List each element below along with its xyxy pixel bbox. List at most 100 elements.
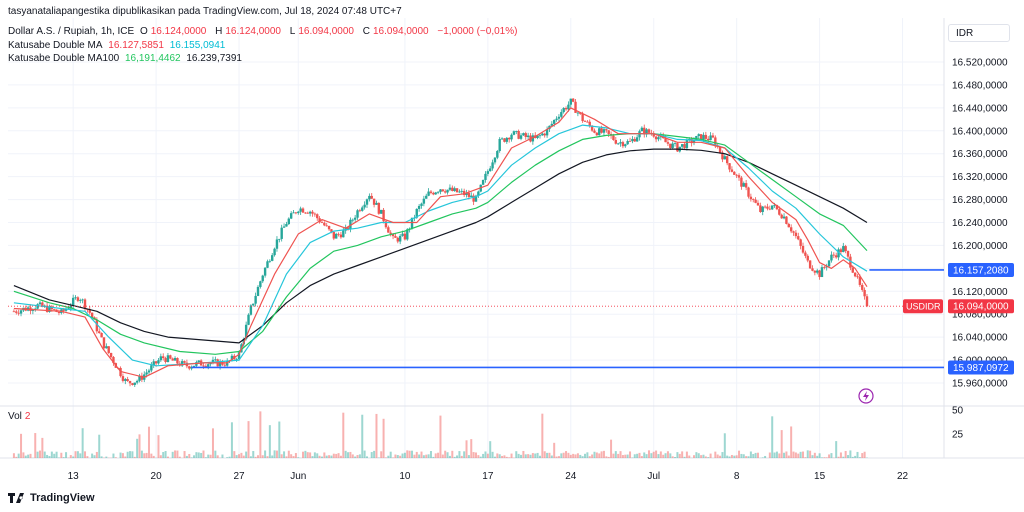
candle-body (306, 212, 309, 214)
candle (109, 352, 113, 359)
candle (275, 236, 279, 252)
candle-body (730, 169, 734, 172)
candle-body (583, 121, 587, 122)
candle-body (349, 219, 352, 230)
indicator-legend-2[interactable]: Katusabe Double MA100 16,191,4462 16.239… (8, 53, 245, 65)
candle (555, 116, 558, 122)
volume-bar (809, 450, 812, 458)
price-tick-label: 16.080,0000 (952, 310, 1008, 321)
volume-bar (847, 455, 850, 458)
volume-bar (95, 451, 98, 458)
volume-bar (121, 453, 124, 458)
volume-bar (84, 451, 87, 458)
candle (318, 216, 321, 224)
candle (863, 287, 866, 300)
publish-info: tasyanataliapangestika dipublikasikan pa… (8, 6, 402, 17)
volume-bar (380, 451, 383, 458)
candle (74, 295, 77, 300)
candle-body (287, 218, 290, 225)
candle (271, 253, 274, 262)
candle (107, 346, 110, 354)
candle (605, 128, 608, 133)
candle-body (235, 359, 238, 360)
volume-bar (230, 422, 233, 458)
candle-body (188, 366, 191, 369)
volume-tick-label: 50 (952, 406, 964, 417)
candle (538, 134, 542, 139)
candle-body (541, 133, 544, 136)
candle-body (207, 364, 210, 367)
price-tick-label: 16.280,0000 (952, 195, 1008, 206)
volume-bar (204, 457, 207, 458)
candle-body (574, 101, 577, 113)
candle (17, 309, 20, 316)
candle-body (62, 309, 65, 311)
volume-bar (735, 455, 738, 458)
time-tick-label: 22 (897, 471, 909, 482)
candle (280, 224, 283, 242)
volume-bar (783, 452, 786, 458)
candle-body (218, 361, 222, 367)
volume-bar (420, 451, 423, 458)
candle (571, 98, 575, 103)
candle-body (98, 331, 101, 333)
candle-body (804, 252, 807, 256)
candle (299, 206, 302, 215)
indicator-legend-1[interactable]: Katusabe Double MA 16.127,5851 16.155,09… (8, 40, 228, 52)
candle (150, 362, 153, 373)
symbol-legend[interactable]: Dollar A.S. / Rupiah, 1h, ICE O 16.124,00… (8, 26, 520, 38)
volume-bar (730, 454, 733, 458)
candle (207, 363, 210, 370)
candle (138, 373, 141, 383)
candle (112, 355, 115, 366)
candle-body (782, 216, 786, 219)
volume-bar (124, 456, 127, 458)
candle-body (545, 129, 549, 136)
candle-body (827, 260, 831, 267)
candle-body (443, 191, 447, 193)
candle-body (81, 299, 84, 301)
volume-bar (247, 421, 250, 458)
candle (188, 365, 191, 371)
candle-body (57, 311, 61, 314)
volume-bar (306, 452, 309, 458)
price-tick-label: 16.040,0000 (952, 333, 1008, 344)
candle-body (332, 231, 336, 239)
candle (361, 205, 364, 212)
candle-body (825, 266, 828, 268)
volume-bar (458, 451, 461, 458)
candle-body (621, 142, 625, 147)
candle (128, 380, 132, 387)
candle-body (356, 210, 359, 218)
candle-body (197, 360, 200, 363)
candle-body (121, 376, 125, 381)
volume-bar (216, 455, 219, 458)
time-tick-label: 24 (565, 471, 577, 482)
volume-bar (309, 452, 312, 458)
candle-body (818, 270, 821, 278)
candle (740, 175, 743, 190)
candle-body (631, 138, 634, 142)
candle-body (422, 198, 426, 204)
volume-bar (588, 456, 591, 458)
candle-body (79, 299, 82, 301)
volume-bar (48, 456, 51, 458)
volume-bar (550, 455, 553, 458)
candle-body (787, 223, 790, 228)
volume-bar (17, 453, 20, 458)
candle (752, 198, 755, 203)
volume-bar (304, 450, 307, 458)
symbol-tag-bg (903, 299, 943, 314)
volume-bar (844, 450, 847, 458)
volume-bar (375, 413, 378, 458)
volume-bar (290, 454, 293, 458)
tradingview-logo[interactable]: TradingView (8, 492, 95, 504)
indicator-value-slow: 16.239,7391 (186, 53, 242, 64)
currency-button[interactable]: IDR (948, 24, 1010, 42)
candle-body (339, 234, 343, 238)
volume-bar (285, 456, 288, 458)
candle-body (436, 191, 440, 193)
volume-bar (65, 452, 68, 458)
candle (133, 382, 136, 387)
